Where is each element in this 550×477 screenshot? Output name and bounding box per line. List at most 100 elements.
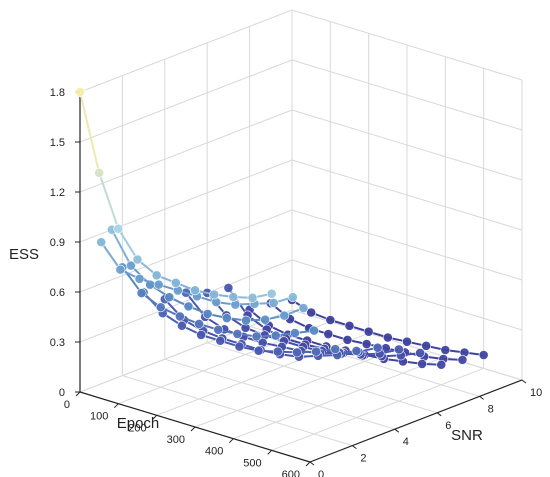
- data-point: [209, 289, 220, 300]
- y-tick-mark: [521, 379, 527, 384]
- data-point: [289, 328, 300, 338]
- y-tick-mark: [394, 428, 400, 433]
- x-tick-label: 200: [128, 422, 146, 434]
- data-point: [415, 348, 425, 358]
- data-point: [170, 277, 181, 288]
- data-point: [75, 87, 85, 97]
- data-point: [311, 346, 321, 357]
- data-point: [279, 310, 290, 321]
- y-axis-label: SNR: [451, 427, 483, 444]
- data-point: [177, 320, 187, 331]
- data-point: [361, 339, 372, 349]
- grid-line: [291, 259, 523, 331]
- data-point: [266, 288, 277, 299]
- series-segment: [185, 292, 206, 318]
- z-tick-label: 1.5: [50, 137, 65, 149]
- grid-line: [79, 209, 293, 293]
- x-tick-mark: [113, 403, 119, 409]
- data-point: [215, 335, 226, 346]
- grid-line: [271, 367, 484, 451]
- axes: [75, 91, 527, 467]
- x-tick-mark: [228, 438, 234, 444]
- x-tick-label: 100: [90, 411, 108, 423]
- x-tick-mark: [267, 449, 273, 455]
- data-point: [287, 292, 298, 303]
- data-point: [155, 302, 166, 313]
- grid-line: [194, 344, 408, 428]
- y-tick-label: 4: [403, 436, 409, 448]
- y-tick-label: 6: [445, 420, 451, 432]
- data-point: [351, 345, 362, 356]
- grid-line: [291, 159, 523, 231]
- data-point: [298, 303, 309, 313]
- data-point: [221, 313, 232, 323]
- data-point: [272, 346, 283, 357]
- grid-line: [79, 59, 293, 143]
- data-point: [234, 341, 245, 352]
- data-point: [363, 326, 374, 337]
- grid-line: [291, 109, 523, 181]
- grid-line: [233, 356, 446, 440]
- data-point: [113, 223, 124, 234]
- data-point: [241, 315, 251, 326]
- data-point: [436, 359, 447, 370]
- data-point: [421, 340, 432, 351]
- data-point: [232, 329, 243, 339]
- z-tick-label: 1.2: [50, 187, 65, 199]
- x-tick-mark: [305, 461, 311, 467]
- data-point: [126, 260, 136, 271]
- z-tick-label: 0.9: [50, 237, 65, 249]
- data-point: [260, 314, 271, 325]
- grid-line: [79, 309, 293, 393]
- data-point: [183, 301, 194, 312]
- y-tick-mark: [352, 445, 357, 450]
- data-point: [132, 254, 143, 265]
- grid-line: [79, 9, 293, 93]
- data-point: [253, 345, 264, 356]
- data-point: [372, 342, 383, 353]
- y-tick-label: 10: [530, 387, 542, 399]
- x-tick-mark: [190, 426, 196, 432]
- data-point: [164, 292, 175, 303]
- data-point: [270, 330, 281, 341]
- series-snr-0: [75, 87, 277, 303]
- z-tick-label: 1.8: [50, 87, 65, 99]
- data-point: [292, 347, 302, 358]
- data-point: [393, 344, 404, 355]
- data-point: [268, 298, 279, 308]
- grid-line: [79, 109, 293, 193]
- data-point: [330, 344, 341, 354]
- data-point: [342, 334, 353, 345]
- data-point: [306, 307, 317, 318]
- data-point: [151, 270, 162, 281]
- data-point: [190, 285, 200, 296]
- data-point: [309, 325, 319, 336]
- data-point: [194, 319, 204, 329]
- data-point: [417, 358, 427, 369]
- data-point: [223, 283, 234, 293]
- y-tick-label: 0: [318, 469, 324, 477]
- y-tick-mark: [309, 461, 315, 466]
- x-tick-mark: [152, 414, 158, 420]
- series-segment: [79, 91, 101, 174]
- grid-line: [291, 9, 523, 81]
- x-tick-label: 500: [243, 457, 261, 469]
- z-tick-label: 0.3: [50, 337, 65, 349]
- series-segment: [117, 228, 139, 261]
- data-point: [440, 345, 451, 355]
- z-tick-label: 0.6: [50, 287, 65, 299]
- data-point: [115, 264, 126, 275]
- data-point: [153, 279, 164, 290]
- data-point: [96, 237, 107, 248]
- data-point: [174, 311, 185, 322]
- data-point: [402, 336, 412, 347]
- data-point: [213, 324, 224, 335]
- y-axis-line: [309, 379, 523, 463]
- z-tick-label: 0: [59, 387, 65, 399]
- series-snr-1: [96, 237, 298, 310]
- grid-line: [207, 342, 438, 414]
- series-lines: [75, 87, 489, 370]
- x-tick-mark: [75, 391, 81, 397]
- series-snr-3: [138, 287, 341, 358]
